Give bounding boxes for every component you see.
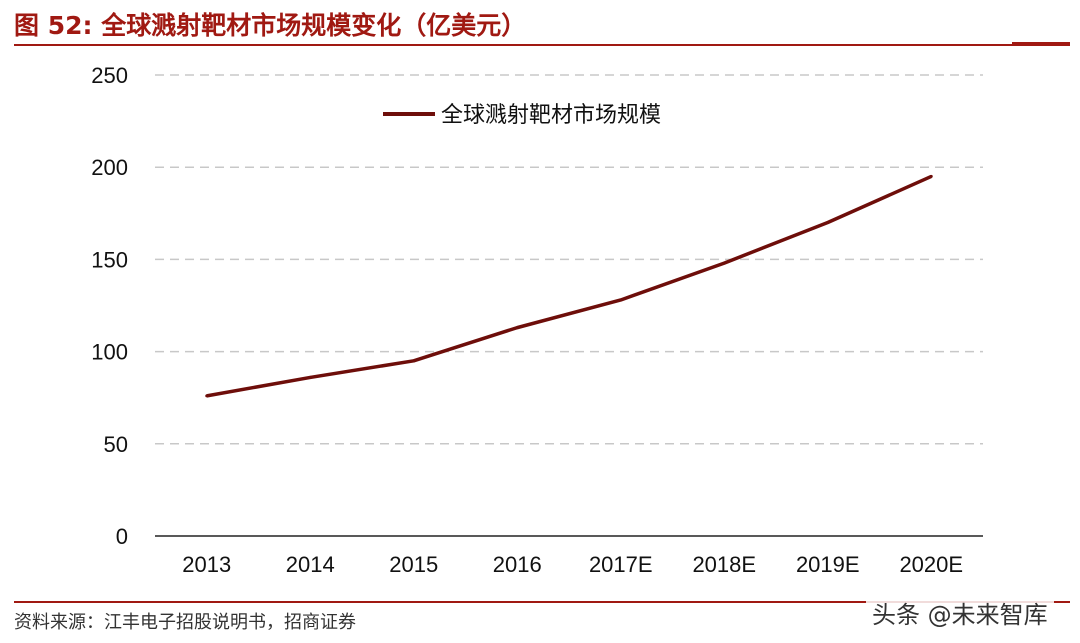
data-point (929, 174, 933, 178)
legend-label: 全球溅射靶材市场规模 (441, 103, 661, 128)
x-tick-label: 2013 (182, 552, 231, 577)
y-tick-label: 200 (91, 155, 128, 180)
y-tick-label: 100 (91, 340, 128, 365)
title-divider-accent (1012, 42, 1070, 45)
title-divider (14, 44, 1070, 46)
data-point (412, 359, 416, 363)
x-tick-label: 2014 (286, 552, 335, 577)
data-point (619, 298, 623, 302)
x-tick-label: 2017E (589, 552, 653, 577)
source-note: 资料来源：江丰电子招股说明书，招商证券 (14, 612, 356, 633)
x-tick-label: 2015 (389, 552, 438, 577)
data-point (515, 326, 519, 330)
data-point (722, 261, 726, 265)
watermark: 头条 @未来智库 (866, 595, 1054, 630)
figure-title: 图 52: 全球溅射靶材市场规模变化（亿美元） (14, 11, 527, 40)
x-tick-label: 2019E (796, 552, 860, 577)
y-tick-label: 250 (91, 63, 128, 88)
data-point (308, 375, 312, 379)
y-tick-label: 0 (116, 524, 128, 549)
y-tick-label: 50 (104, 432, 128, 457)
x-tick-label: 2018E (692, 552, 756, 577)
data-point (205, 394, 209, 398)
x-tick-label: 2016 (493, 552, 542, 577)
y-tick-label: 150 (91, 247, 128, 272)
footer-divider (14, 601, 1070, 603)
x-tick-label: 2020E (899, 552, 963, 577)
data-point (826, 221, 830, 225)
series-line (206, 174, 932, 398)
